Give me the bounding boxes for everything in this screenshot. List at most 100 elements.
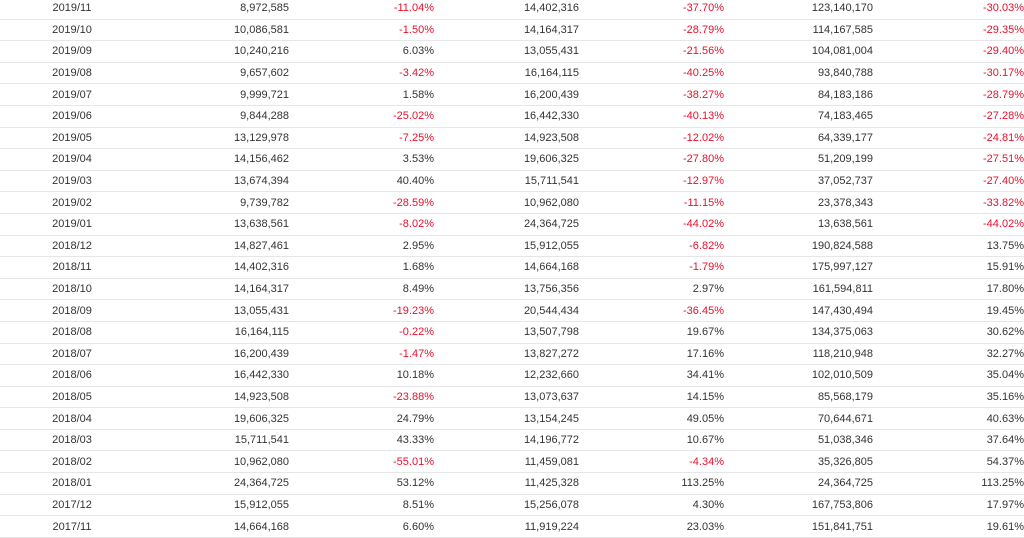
change-a-cell: 10.18% <box>289 364 434 387</box>
table-row: 2018/09 13,055,431 -19.23% 20,544,434 -36.45… <box>0 299 1024 322</box>
value-a-cell: 14,827,461 <box>144 235 289 258</box>
value-b-cell: 11,425,328 <box>434 472 579 495</box>
change-c-cell: 35.16% <box>873 386 1024 409</box>
table-row: 2018/12 14,827,461 2.95% 15,912,055 -6.82% 19… <box>0 235 1024 258</box>
period-cell: 2019/08 <box>0 62 144 85</box>
value-c-cell: 93,840,788 <box>724 62 873 85</box>
change-b-cell: -28.79% <box>579 19 724 42</box>
value-b-cell: 19,606,325 <box>434 148 579 171</box>
change-b-cell: -40.25% <box>579 62 724 85</box>
change-c-cell: -29.35% <box>873 19 1024 42</box>
change-a-cell: 6.03% <box>289 40 434 63</box>
change-a-cell: -3.42% <box>289 62 434 85</box>
change-b-cell: -12.97% <box>579 170 724 193</box>
change-b-cell: -1.79% <box>579 256 724 279</box>
change-c-cell: -27.40% <box>873 170 1024 193</box>
change-b-cell: 4.30% <box>579 494 724 517</box>
period-cell: 2019/07 <box>0 83 144 106</box>
value-c-cell: 85,568,179 <box>724 386 873 409</box>
value-a-cell: 10,240,216 <box>144 40 289 63</box>
table-row: 2018/02 10,962,080 -55.01% 11,459,081 -4.34%… <box>0 450 1024 474</box>
period-cell: 2018/03 <box>0 429 144 452</box>
value-a-cell: 24,364,725 <box>144 472 289 495</box>
change-a-cell: 24.79% <box>289 407 434 430</box>
change-a-cell: 1.58% <box>289 83 434 106</box>
change-b-cell: -44.02% <box>579 213 724 236</box>
table-row: 2018/03 15,711,541 43.33% 14,196,772 10.67% 5… <box>0 429 1024 452</box>
period-cell: 2019/11 <box>0 0 144 20</box>
change-a-cell: 53.12% <box>289 472 434 495</box>
change-c-cell: -33.82% <box>873 191 1024 214</box>
change-a-cell: 2.95% <box>289 235 434 258</box>
period-cell: 2017/12 <box>0 494 144 517</box>
value-b-cell: 15,256,078 <box>434 494 579 517</box>
period-cell: 2019/09 <box>0 40 144 63</box>
value-b-cell: 15,912,055 <box>434 235 579 258</box>
table-row: 2017/11 14,664,168 6.60% 11,919,224 23.03% 15… <box>0 515 1024 538</box>
change-b-cell: 49.05% <box>579 407 724 430</box>
value-c-cell: 51,209,199 <box>724 148 873 171</box>
value-a-cell: 10,086,581 <box>144 19 289 42</box>
period-cell: 2017/11 <box>0 515 144 538</box>
value-a-cell: 13,055,431 <box>144 299 289 322</box>
table-row: 2018/11 14,402,316 1.68% 14,664,168 -1.79% 17… <box>0 256 1024 279</box>
change-a-cell: -23.88% <box>289 386 434 409</box>
value-c-cell: 134,375,063 <box>724 321 873 344</box>
change-b-cell: 2.97% <box>579 278 724 301</box>
period-cell: 2018/10 <box>0 278 144 301</box>
period-cell: 2019/05 <box>0 127 144 150</box>
value-b-cell: 15,711,541 <box>434 170 579 193</box>
value-b-cell: 14,196,772 <box>434 429 579 452</box>
change-c-cell: 35.04% <box>873 364 1024 387</box>
value-a-cell: 13,129,978 <box>144 127 289 150</box>
value-c-cell: 51,038,346 <box>724 429 873 452</box>
table-row: 2019/07 9,999,721 1.58% 16,200,439 -38.27% 84… <box>0 83 1024 106</box>
period-cell: 2018/11 <box>0 256 144 279</box>
change-a-cell: 1.68% <box>289 256 434 279</box>
value-b-cell: 13,154,245 <box>434 407 579 430</box>
change-b-cell: -21.56% <box>579 40 724 63</box>
change-c-cell: -28.79% <box>873 83 1024 106</box>
change-c-cell: 30.62% <box>873 321 1024 344</box>
value-c-cell: 74,183,465 <box>724 105 873 128</box>
change-a-cell: -28.59% <box>289 191 434 214</box>
value-b-cell: 24,364,725 <box>434 213 579 236</box>
table-row: 2019/09 10,240,216 6.03% 13,055,431 -21.56% 1… <box>0 40 1024 63</box>
change-c-cell: 40.63% <box>873 407 1024 430</box>
change-b-cell: 34.41% <box>579 364 724 387</box>
change-a-cell: -19.23% <box>289 299 434 322</box>
value-a-cell: 15,912,055 <box>144 494 289 517</box>
change-c-cell: 17.80% <box>873 278 1024 301</box>
value-a-cell: 14,156,462 <box>144 148 289 171</box>
change-a-cell: -7.25% <box>289 127 434 150</box>
change-a-cell: -25.02% <box>289 105 434 128</box>
change-c-cell: 13.75% <box>873 235 1024 258</box>
value-c-cell: 64,339,177 <box>724 127 873 150</box>
value-b-cell: 16,442,330 <box>434 105 579 128</box>
period-cell: 2019/04 <box>0 148 144 171</box>
period-cell: 2019/06 <box>0 105 144 128</box>
change-a-cell: -8.02% <box>289 213 434 236</box>
table-row: 2017/12 15,912,055 8.51% 15,256,078 4.30% 167… <box>0 494 1024 517</box>
period-cell: 2018/02 <box>0 450 144 474</box>
value-c-cell: 102,010,509 <box>724 364 873 387</box>
change-c-cell: -44.02% <box>873 213 1024 236</box>
value-c-cell: 147,430,494 <box>724 299 873 322</box>
period-cell: 2019/01 <box>0 213 144 236</box>
value-c-cell: 37,052,737 <box>724 170 873 193</box>
change-c-cell: 54.37% <box>873 450 1024 474</box>
value-a-cell: 9,844,288 <box>144 105 289 128</box>
change-b-cell: -27.80% <box>579 148 724 171</box>
table-row: 2019/03 13,674,394 40.40% 15,711,541 -12.97%… <box>0 170 1024 193</box>
change-a-cell: -0.22% <box>289 321 434 344</box>
change-c-cell: 19.45% <box>873 299 1024 322</box>
change-a-cell: 43.33% <box>289 429 434 452</box>
change-a-cell: 8.51% <box>289 494 434 517</box>
value-b-cell: 13,827,272 <box>434 343 579 366</box>
change-a-cell: 3.53% <box>289 148 434 171</box>
value-b-cell: 14,664,168 <box>434 256 579 279</box>
value-c-cell: 104,081,004 <box>724 40 873 63</box>
value-b-cell: 13,756,356 <box>434 278 579 301</box>
value-a-cell: 13,674,394 <box>144 170 289 193</box>
